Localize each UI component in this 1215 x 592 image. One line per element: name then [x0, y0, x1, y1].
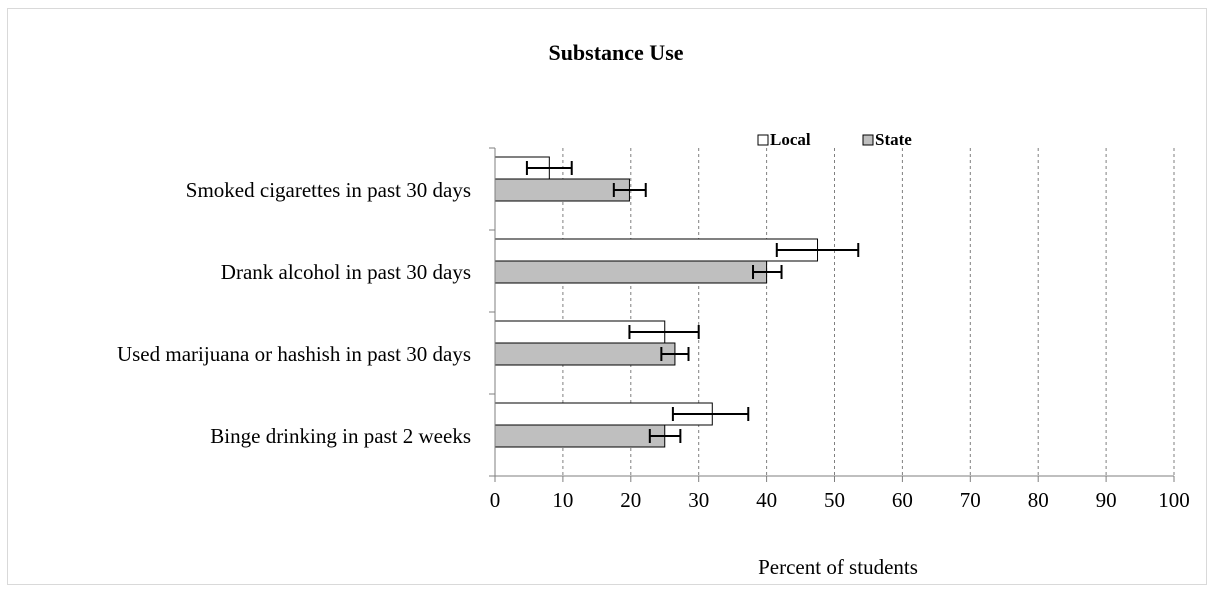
- legend: Local State: [757, 130, 912, 149]
- category-label: Drank alcohol in past 30 days: [221, 260, 471, 284]
- bars: [494, 156, 819, 448]
- x-tick-label: 60: [892, 488, 913, 512]
- x-tick-label: 40: [756, 488, 777, 512]
- chart-title: Substance Use: [548, 40, 683, 65]
- gridlines: [562, 148, 1175, 476]
- category-label: Smoked cigarettes in past 30 days: [186, 178, 471, 202]
- error-bars: [525, 161, 860, 443]
- bar-local: [494, 238, 819, 262]
- x-tick-label: 90: [1096, 488, 1117, 512]
- legend-label-state: State: [875, 130, 912, 149]
- bar-state: [494, 342, 676, 366]
- category-label: Used marijuana or hashish in past 30 day…: [117, 342, 471, 366]
- x-tick-label: 70: [960, 488, 981, 512]
- x-tick-label: 20: [620, 488, 641, 512]
- legend-swatch-state: [862, 134, 874, 146]
- legend-label-local: Local: [770, 130, 811, 149]
- x-tick-label: 10: [552, 488, 573, 512]
- x-tick-labels: 0 10 20 30 40 50 60 70 80 90 100: [490, 488, 1190, 512]
- x-tick-label: 50: [824, 488, 845, 512]
- chart-frame: Substance Use Local State Smoked cigaret…: [7, 8, 1207, 585]
- x-tick-label: 80: [1028, 488, 1049, 512]
- category-label: Binge drinking in past 2 weeks: [210, 424, 471, 448]
- x-tick-label: 0: [490, 488, 501, 512]
- category-labels: Smoked cigarettes in past 30 days Drank a…: [117, 178, 471, 448]
- x-axis-title: Percent of students: [758, 555, 918, 579]
- bar-state: [494, 424, 666, 448]
- bar-state: [494, 260, 768, 284]
- substance-use-chart: Substance Use Local State Smoked cigaret…: [117, 40, 1190, 579]
- axes: [489, 147, 1175, 482]
- legend-swatch-local: [757, 134, 769, 146]
- x-tick-label: 30: [688, 488, 709, 512]
- x-tick-label: 100: [1158, 488, 1190, 512]
- bar-state: [494, 178, 630, 202]
